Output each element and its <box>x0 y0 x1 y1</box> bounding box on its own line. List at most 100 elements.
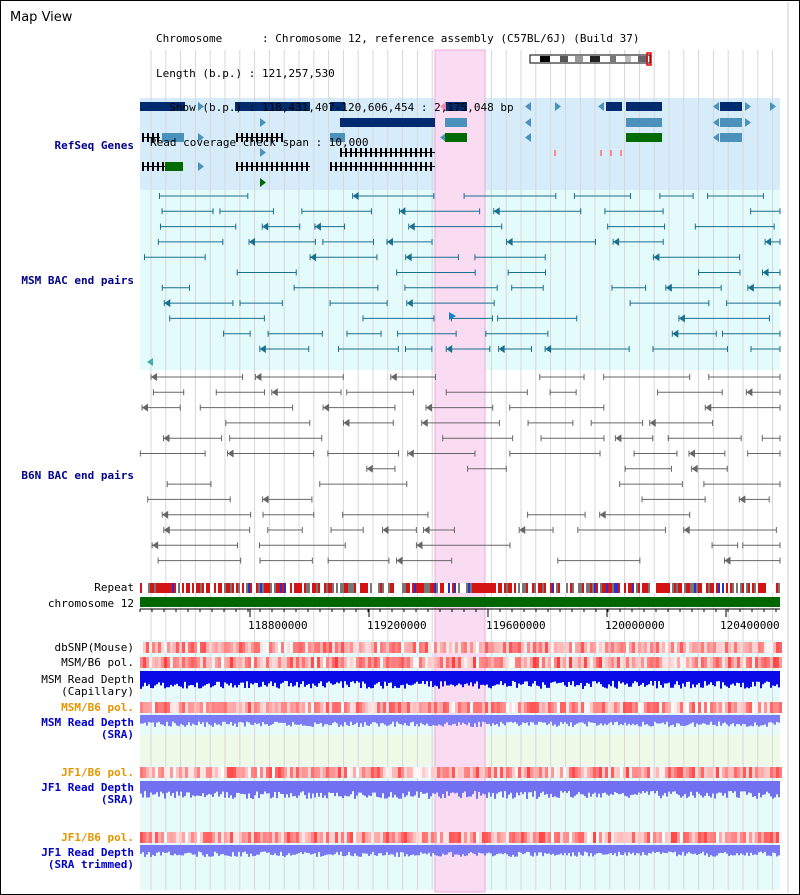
read-depth-bar <box>720 845 722 853</box>
polymorphism-cell <box>158 642 161 653</box>
read-depth-bar <box>284 781 286 798</box>
polymorphism-cell <box>209 832 212 843</box>
polymorphism-cell <box>569 642 572 653</box>
read-depth-bar <box>280 715 282 723</box>
polymorphism-cell <box>173 642 176 653</box>
repeat-element <box>250 583 252 593</box>
polymorphism-cell <box>338 657 341 668</box>
read-depth-bar <box>692 845 694 855</box>
polymorphism-cell <box>737 767 740 778</box>
read-depth-bar <box>540 715 542 723</box>
read-depth-bar <box>544 715 546 723</box>
read-depth-bar <box>304 845 306 853</box>
read-depth-bar <box>454 715 456 724</box>
polymorphism-cell <box>479 642 482 653</box>
gene-exon <box>261 162 263 171</box>
polymorphism-cell <box>443 642 446 653</box>
polymorphism-cell <box>194 832 197 843</box>
track-label-b6n-bac[interactable]: B6N BAC end pairs <box>21 469 134 482</box>
polymorphism-cell <box>308 767 311 778</box>
polymorphism-cell <box>269 832 272 843</box>
polymorphism-cell <box>332 832 335 843</box>
repeat-element <box>156 583 158 593</box>
read-depth-bar <box>746 845 748 853</box>
read-depth-bar <box>282 715 284 723</box>
read-depth-bar <box>368 715 370 726</box>
polymorphism-cell <box>512 657 515 668</box>
polymorphism-cell <box>599 642 602 653</box>
repeat-element <box>404 583 406 593</box>
read-depth-bar <box>266 781 268 794</box>
read-depth-bar <box>404 781 406 798</box>
read-depth-bar <box>214 671 216 686</box>
read-depth-bar <box>378 781 380 798</box>
read-depth-bar <box>242 715 244 723</box>
read-depth-bar <box>204 671 206 686</box>
read-depth-bar <box>272 671 274 687</box>
read-depth-bar <box>574 845 576 856</box>
polymorphism-cell <box>428 832 431 843</box>
repeat-element <box>190 583 192 593</box>
read-depth-bar <box>484 781 486 795</box>
polymorphism-cell <box>476 657 479 668</box>
gene-exon <box>390 162 392 171</box>
repeat-element <box>230 583 232 593</box>
read-depth-bar <box>490 781 492 797</box>
read-depth-bar <box>650 671 652 682</box>
polymorphism-cell <box>281 702 284 713</box>
repeat-element <box>732 583 734 593</box>
gene-block <box>626 102 662 111</box>
read-depth-bar <box>302 781 304 792</box>
read-depth-bar <box>210 671 212 688</box>
read-depth-bar <box>732 671 734 684</box>
track-label-msm-depth-cap-sub: (Capillary) <box>61 685 134 698</box>
polymorphism-cell <box>152 642 155 653</box>
polymorphism-cell <box>335 702 338 713</box>
polymorphism-cell <box>158 767 161 778</box>
polymorphism-cell <box>245 657 248 668</box>
repeat-element <box>194 583 196 593</box>
polymorphism-cell <box>575 832 578 843</box>
polymorphism-cell <box>755 832 758 843</box>
polymorphism-cell <box>164 642 167 653</box>
read-depth-bar <box>602 671 604 687</box>
polymorphism-cell <box>386 642 389 653</box>
read-depth-bar <box>730 781 732 792</box>
read-depth-bar <box>240 671 242 683</box>
read-depth-bar <box>654 715 656 722</box>
read-depth-bar <box>550 715 552 722</box>
polymorphism-cell <box>707 657 710 668</box>
polymorphism-cell <box>521 642 524 653</box>
read-depth-bar <box>544 671 546 685</box>
track-label-msm-bac[interactable]: MSM BAC end pairs <box>21 274 134 287</box>
polymorphism-cell <box>533 657 536 668</box>
track-label-jf1-b6-pol: JF1/B6 pol. <box>61 766 134 779</box>
read-depth-bar <box>158 845 160 852</box>
gene-exon <box>241 133 243 142</box>
polymorphism-cell <box>503 657 506 668</box>
read-depth-bar <box>256 715 258 725</box>
polymorphism-cell <box>548 767 551 778</box>
read-depth-bar <box>354 781 356 799</box>
read-depth-bar <box>202 845 204 856</box>
track-label-refseq[interactable]: RefSeq Genes <box>54 139 134 152</box>
polymorphism-cell <box>326 642 329 653</box>
polymorphism-cell <box>671 642 674 653</box>
gene-exon <box>345 148 347 157</box>
polymorphism-cell <box>587 642 590 653</box>
repeat-element <box>200 583 202 593</box>
read-depth-bar <box>178 715 180 727</box>
read-depth-bar <box>418 715 420 727</box>
read-depth-bar <box>656 715 658 724</box>
read-depth-bar <box>708 845 710 857</box>
read-depth-bar <box>496 781 498 794</box>
polymorphism-cell <box>530 767 533 778</box>
polymorphism-cell <box>200 702 203 713</box>
polymorphism-cell <box>602 642 605 653</box>
polymorphism-cell <box>614 657 617 668</box>
repeat-element <box>342 583 344 593</box>
polymorphism-cell <box>680 642 683 653</box>
msm-bac-arrow <box>678 314 685 323</box>
polymorphism-cell <box>320 702 323 713</box>
